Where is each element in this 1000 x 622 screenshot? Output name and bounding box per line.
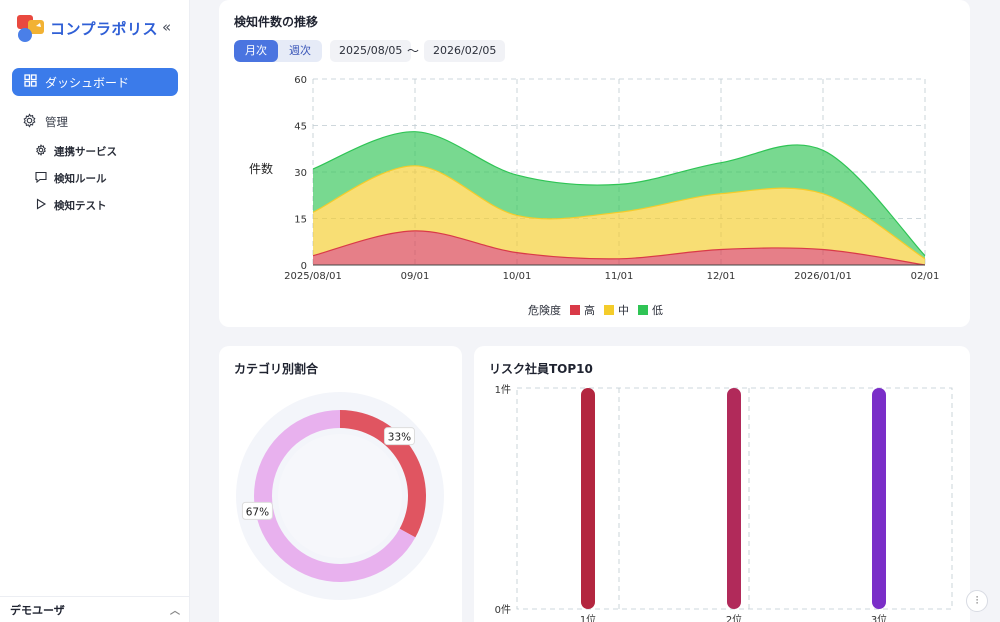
grid-icon — [24, 74, 37, 90]
legend-label-mid[interactable]: 中 — [618, 304, 629, 317]
start-date-field[interactable]: 2025/08/05 — [330, 40, 412, 62]
y-tick-label: 45 — [294, 122, 307, 133]
end-date-field[interactable]: 2026/02/05 — [424, 40, 506, 62]
line-series-高 — [312, 230, 926, 266]
y-tick-label: 0 — [301, 261, 307, 272]
collapse-sidebar-button[interactable]: « — [162, 18, 171, 36]
brand[interactable]: コンプラポリス — [14, 12, 158, 44]
x-tick-label: 2位 — [726, 613, 742, 622]
x-tick-label: 1位 — [580, 613, 596, 622]
area-series-低 — [313, 131, 925, 259]
sidebar-item-label: 連携サービス — [54, 146, 117, 158]
x-tick-label: 3位 — [871, 613, 887, 622]
user-menu[interactable]: デモユーザ ︿ — [0, 596, 190, 622]
legend-title: 危険度 — [528, 304, 561, 317]
x-tick-label: 11/01 — [605, 271, 634, 282]
brand-name: コンプラポリス — [50, 19, 159, 38]
user-name: デモユーザ — [10, 603, 65, 617]
settings-fab-button[interactable]: ⫶ — [966, 590, 988, 612]
chevron-up-icon: ︿ — [170, 606, 180, 617]
sliders-icon: ⫶ — [975, 594, 979, 607]
bar-1 — [727, 388, 741, 609]
sidebar-item-label: 検知テスト — [54, 200, 107, 212]
period-tabs: 月次 週次 — [234, 40, 322, 62]
bar-2 — [872, 388, 886, 609]
x-tick-label: 10/01 — [503, 271, 532, 282]
y-tick-label: 30 — [294, 168, 307, 179]
y-axis-label: 件数 — [249, 161, 273, 176]
nav-manage-label: 管理 — [45, 115, 68, 129]
trend-legend: 危険度 高 中 低 — [528, 302, 663, 318]
line-series-中 — [312, 165, 926, 260]
donut-label-box — [241, 501, 273, 520]
y-tick-label: 1件 — [495, 384, 511, 396]
sidebar-item-label: 検知ルール — [54, 173, 107, 185]
logo-icon — [14, 12, 48, 44]
legend-swatch-low — [638, 305, 648, 315]
sidebar-item-detection-rules[interactable]: 検知ルール — [35, 171, 107, 186]
line-series-低 — [312, 131, 926, 257]
play-icon — [35, 198, 47, 213]
x-tick-label: 2026/01/01 — [794, 271, 852, 282]
message-icon — [35, 171, 47, 186]
y-tick-label: 0件 — [495, 604, 511, 616]
range-separator: 〜 — [407, 44, 420, 58]
donut-label-0: 33% — [383, 427, 415, 446]
gear-icon — [22, 113, 37, 131]
y-tick-label: 60 — [294, 75, 307, 86]
x-tick-label: 09/01 — [401, 271, 430, 282]
nav-manage[interactable]: 管理 — [22, 113, 68, 131]
nav-dashboard-label: ダッシュボード — [45, 75, 130, 90]
risk-card — [474, 346, 970, 622]
legend-swatch-high — [570, 305, 580, 315]
sidebar: コンプラポリス « ダッシュボード 管理 連携サービス 検知ルール 検知テスト … — [0, 0, 190, 622]
x-tick-label: 2025/08/01 — [284, 271, 342, 282]
tab-monthly[interactable]: 月次 — [234, 40, 278, 62]
x-tick-label: 12/01 — [707, 271, 736, 282]
nav-dashboard[interactable]: ダッシュボード — [12, 68, 178, 96]
trend-title: 検知件数の推移 — [234, 15, 319, 29]
y-tick-label: 15 — [294, 215, 307, 226]
tab-weekly[interactable]: 週次 — [289, 44, 311, 57]
x-tick-label: 02/01 — [911, 271, 940, 282]
category-donut-chart: 33% 67% — [236, 392, 444, 600]
sidebar-item-detection-test[interactable]: 検知テスト — [35, 198, 107, 213]
category-title: カテゴリ別割合 — [234, 362, 319, 376]
donut-label-text: 33% — [388, 432, 411, 444]
sidebar-item-integrations[interactable]: 連携サービス — [35, 144, 117, 159]
legend-label-high[interactable]: 高 — [584, 304, 595, 317]
double-chevron-left-icon: « — [162, 18, 172, 36]
donut-label-box — [383, 427, 415, 446]
donut-center — [278, 434, 402, 558]
area-series-高 — [313, 230, 925, 265]
bar-0 — [581, 388, 595, 609]
trend-chart: 0 15 30 45 60 2025/08/01 09/01 10/01 11/01 12/01 2… — [249, 75, 940, 282]
legend-swatch-mid — [604, 305, 614, 315]
legend-label-low[interactable]: 低 — [652, 304, 663, 317]
risk-title: リスク社員TOP10 — [489, 362, 593, 376]
area-series-中 — [313, 165, 925, 265]
gear-icon — [35, 144, 47, 159]
risk-bar-chart: 1件 0件 1位 2位 3位 — [495, 384, 953, 622]
donut-label-text: 67% — [246, 506, 269, 518]
donut-label-1: 67% — [241, 501, 273, 520]
plot-frame — [516, 387, 953, 610]
